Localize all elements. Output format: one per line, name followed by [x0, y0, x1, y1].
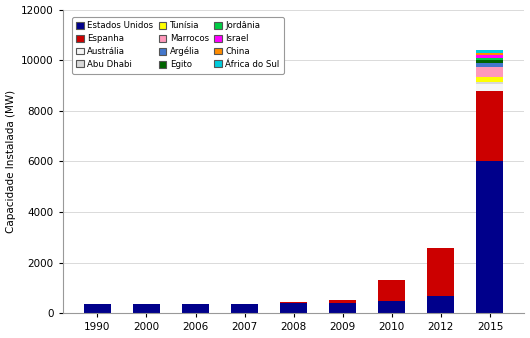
- Bar: [329, 303, 356, 313]
- Bar: [378, 281, 405, 301]
- Bar: [231, 304, 258, 313]
- Bar: [476, 60, 504, 63]
- Legend: Estados Unidos, Espanha, Austrália, Abu Dhabi, Tunísia, Marrocos, Argélia, Egito: Estados Unidos, Espanha, Austrália, Abu …: [72, 17, 284, 74]
- Bar: [476, 84, 504, 91]
- Bar: [476, 63, 504, 67]
- Bar: [476, 50, 504, 53]
- Bar: [476, 91, 504, 162]
- Bar: [476, 53, 504, 55]
- Bar: [329, 300, 356, 303]
- Bar: [427, 296, 454, 313]
- Bar: [280, 301, 307, 303]
- Bar: [476, 67, 504, 77]
- Bar: [476, 77, 504, 82]
- Bar: [182, 305, 209, 313]
- Bar: [84, 305, 111, 313]
- Bar: [133, 305, 160, 313]
- Bar: [280, 303, 307, 313]
- Bar: [476, 82, 504, 84]
- Bar: [427, 247, 454, 296]
- Y-axis label: Capacidade Instalada (MW): Capacidade Instalada (MW): [5, 90, 15, 233]
- Bar: [476, 58, 504, 60]
- Bar: [476, 55, 504, 58]
- Bar: [378, 301, 405, 313]
- Bar: [476, 162, 504, 313]
